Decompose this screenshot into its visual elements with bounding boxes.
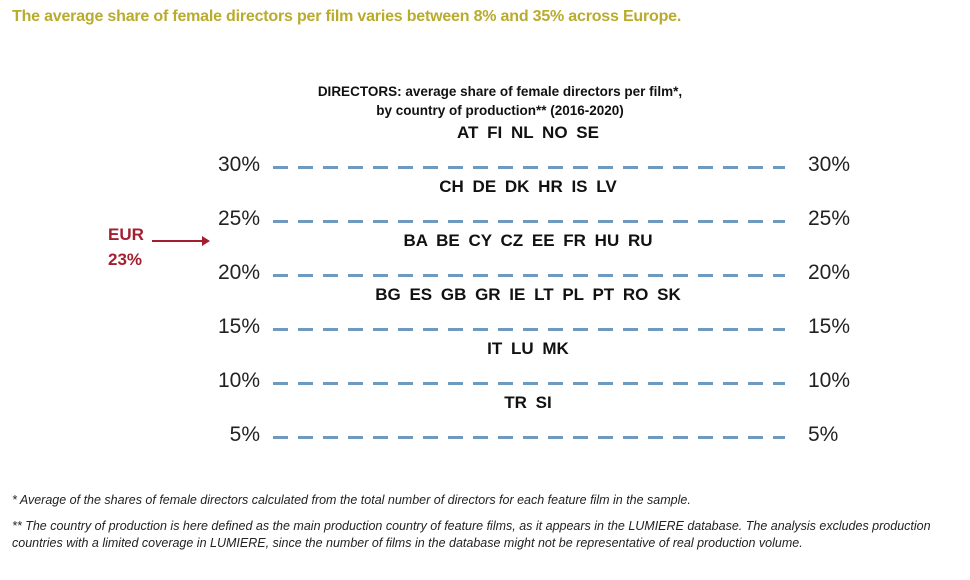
- chart-title: DIRECTORS: average share of female direc…: [230, 82, 770, 120]
- dashed-level-line: [273, 382, 785, 385]
- chart-title-line-2: by country of production** (2016-2020): [376, 103, 624, 118]
- left-axis-label: 10%: [217, 369, 260, 392]
- right-axis-label: 25%: [808, 207, 851, 230]
- left-axis-label: 30%: [217, 153, 260, 176]
- country-codes: TR SI: [504, 393, 552, 412]
- dashed-level-line: [273, 220, 785, 223]
- footnote-2: ** The country of production is here def…: [12, 519, 931, 550]
- average-name: EUR: [108, 225, 144, 244]
- country-codes: AT FI NL NO SE: [457, 123, 599, 142]
- dashed-level-line: [273, 166, 785, 169]
- level-row: BA BE CY CZ EE FR HU RU 20% 20%: [0, 221, 970, 284]
- country-codes: IT LU MK: [487, 339, 569, 358]
- dashed-level-line: [273, 436, 785, 439]
- headline: The average share of female directors pe…: [12, 8, 682, 25]
- left-axis-label: 15%: [217, 315, 260, 338]
- right-axis-label: 10%: [808, 369, 851, 392]
- dashed-level-line: [273, 328, 785, 331]
- dashed-level-line: [273, 274, 785, 277]
- right-axis-label: 15%: [808, 315, 851, 338]
- average-arrow-icon: [152, 236, 210, 246]
- country-codes: CH DE DK HR IS LV: [439, 177, 617, 196]
- left-axis-label: 25%: [217, 207, 260, 230]
- level-row: BG ES GB GR IE LT PL PT RO SK 15% 15%: [0, 275, 970, 338]
- level-row: TR SI 5% 5%: [0, 383, 970, 446]
- right-axis-label: 20%: [808, 261, 851, 284]
- left-axis-label: 5%: [229, 423, 260, 446]
- chart-title-line-1: DIRECTORS: average share of female direc…: [317, 84, 683, 99]
- footnote-1: * Average of the shares of female direct…: [12, 493, 691, 507]
- left-axis-label: 20%: [217, 261, 260, 284]
- average-marker: EUR 23%: [108, 222, 144, 272]
- country-codes: BG ES GB GR IE LT PL PT RO SK: [375, 285, 681, 304]
- average-value: 23%: [108, 250, 143, 269]
- country-codes: BA BE CY CZ EE FR HU RU: [403, 231, 653, 250]
- level-row: AT FI NL NO SE 30% 30%: [0, 113, 970, 176]
- level-row: CH DE DK HR IS LV 25% 25%: [0, 167, 970, 230]
- right-axis-label: 5%: [808, 423, 839, 446]
- level-row: IT LU MK 10% 10%: [0, 329, 970, 392]
- right-axis-label: 30%: [808, 153, 851, 176]
